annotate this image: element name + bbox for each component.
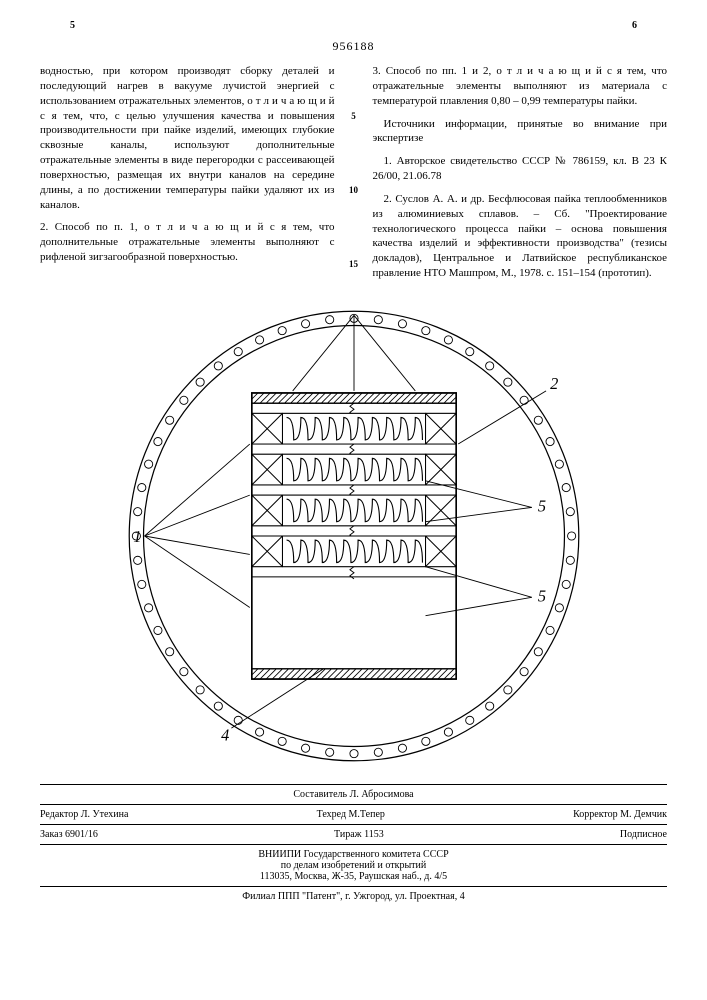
text-columns: водностью, при котором производят сборку… xyxy=(40,64,667,289)
org-line2: по делам изобретений и открытий xyxy=(40,860,667,871)
page-header: 5 6 xyxy=(40,20,667,31)
filial: Филиал ППП "Патент", г. Ужгород, ул. Про… xyxy=(242,891,464,902)
podpisnoe: Подписное xyxy=(620,829,667,840)
claim-3: 3. Способ по пп. 1 и 2, о т л и ч а ю щ … xyxy=(373,64,668,109)
claim-2: 2. Способ по п. 1, о т л и ч а ю щ и й с… xyxy=(40,220,335,265)
source-2: 2. Суслов А. А. и др. Бесфлюсовая пайка … xyxy=(373,192,668,281)
fig-label-1: 1 xyxy=(133,527,141,546)
page-num-right: 6 xyxy=(632,20,637,31)
fig-label-2: 2 xyxy=(550,374,558,393)
tirazh: Тираж 1153 xyxy=(334,829,384,840)
right-column: 3. Способ по пп. 1 и 2, о т л и ч а ю щ … xyxy=(373,64,668,289)
tech-editor: Техред М.Тепер xyxy=(317,809,385,820)
page: 5 6 956188 водностью, при котором произв… xyxy=(0,0,707,916)
footer: Составитель Л. Абросимова Редактор Л. Ут… xyxy=(40,784,667,906)
sources-title: Источники информации, принятые во вниман… xyxy=(373,117,668,147)
fig-label-4: 4 xyxy=(221,725,229,744)
figure-svg: 1 2 5 5 4 xyxy=(119,301,589,771)
figure: 1 2 5 5 4 xyxy=(40,301,667,776)
source-1: 1. Авторское свидетельство СССР № 786159… xyxy=(373,154,668,184)
fig-label-5a: 5 xyxy=(537,496,545,515)
patent-number: 956188 xyxy=(40,39,667,54)
editor: Редактор Л. Утехина xyxy=(40,809,128,820)
compiler: Составитель Л. Абросимова xyxy=(293,789,413,800)
left-column: водностью, при котором производят сборку… xyxy=(40,64,335,289)
line-5: 5 xyxy=(347,110,361,122)
line-15: 15 xyxy=(347,258,361,270)
claim-1-cont: водностью, при котором производят сборку… xyxy=(40,64,335,212)
corrector: Корректор М. Демчик xyxy=(573,809,667,820)
line-10: 10 xyxy=(347,184,361,196)
org-line1: ВНИИПИ Государственного комитета СССР xyxy=(40,849,667,860)
line-numbers: 5 10 15 xyxy=(347,64,361,289)
org-addr: 113035, Москва, Ж-35, Раушская наб., д. … xyxy=(40,871,667,882)
order-no: Заказ 6901/16 xyxy=(40,829,98,840)
page-num-left: 5 xyxy=(70,20,75,31)
fig-label-5b: 5 xyxy=(537,586,545,605)
